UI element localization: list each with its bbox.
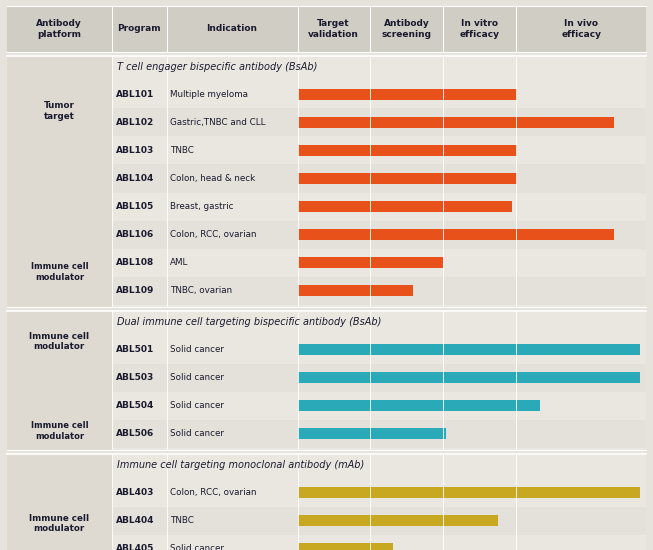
Text: Dual immune cell targeting bispecific antibody (BsAb): Dual immune cell targeting bispecific an… (118, 317, 382, 327)
Bar (112, 221, 646, 249)
Text: Colon, RCC, ovarian: Colon, RCC, ovarian (170, 230, 257, 239)
Bar (112, 108, 646, 136)
Text: ABL403: ABL403 (116, 488, 154, 497)
Text: Target
validation: Target validation (308, 19, 359, 39)
Bar (298, 257, 443, 268)
Text: Solid cancer: Solid cancer (170, 345, 225, 354)
Text: Immune cell
modulator: Immune cell modulator (31, 262, 88, 282)
Text: Solid cancer: Solid cancer (170, 544, 225, 550)
Text: Solid cancer: Solid cancer (170, 429, 225, 438)
Text: ABL109: ABL109 (116, 286, 154, 295)
Bar (298, 400, 539, 411)
Text: In vivo
efficacy: In vivo efficacy (561, 19, 601, 39)
Text: ABL405: ABL405 (116, 544, 154, 550)
Text: Tumor
target: Tumor target (44, 101, 74, 120)
Text: ABL506: ABL506 (116, 429, 154, 438)
Bar (298, 201, 512, 212)
Text: T cell engager bispecific antibody (BsAb): T cell engager bispecific antibody (BsAb… (118, 62, 318, 72)
Text: TNBC: TNBC (170, 146, 195, 155)
Bar (112, 277, 646, 305)
Text: ABL101: ABL101 (116, 90, 154, 99)
Bar (7, 311, 112, 450)
Bar (112, 420, 646, 448)
Text: Gastric,TNBC and CLL: Gastric,TNBC and CLL (170, 118, 266, 127)
Text: ABL108: ABL108 (116, 258, 154, 267)
Bar (7, 6, 646, 52)
Bar (112, 392, 646, 420)
Text: ABL105: ABL105 (116, 202, 154, 211)
Bar (112, 364, 646, 392)
Text: Indication: Indication (206, 24, 257, 34)
Bar (112, 478, 646, 507)
Bar (298, 229, 614, 240)
Text: Program: Program (117, 24, 161, 34)
Text: Immune cell
modulator: Immune cell modulator (31, 421, 88, 441)
Bar (298, 117, 614, 128)
Text: ABL501: ABL501 (116, 345, 154, 354)
Bar (112, 164, 646, 192)
Text: Multiple myeloma: Multiple myeloma (170, 90, 248, 99)
Bar (298, 173, 517, 184)
Bar (112, 192, 646, 221)
Bar (7, 454, 112, 550)
Bar (112, 80, 646, 108)
Text: Immune cell
modulator: Immune cell modulator (29, 332, 89, 351)
Text: ABL503: ABL503 (116, 373, 154, 382)
Bar (298, 543, 392, 550)
Text: ABL404: ABL404 (116, 516, 155, 525)
Bar (7, 311, 646, 450)
Bar (298, 344, 640, 355)
Text: In vitro
efficacy: In vitro efficacy (460, 19, 500, 39)
Text: Colon, head & neck: Colon, head & neck (170, 174, 255, 183)
Bar (298, 89, 517, 100)
Bar (112, 507, 646, 535)
Text: AML: AML (170, 258, 189, 267)
Text: Solid cancer: Solid cancer (170, 373, 225, 382)
Bar (112, 535, 646, 550)
Bar (298, 285, 413, 296)
Text: ABL106: ABL106 (116, 230, 154, 239)
Bar (298, 145, 517, 156)
Text: ABL103: ABL103 (116, 146, 154, 155)
Text: TNBC, ovarian: TNBC, ovarian (170, 286, 232, 295)
Bar (298, 372, 640, 383)
Text: ABL504: ABL504 (116, 401, 154, 410)
Text: Breast, gastric: Breast, gastric (170, 202, 234, 211)
Bar (7, 454, 646, 550)
Bar (298, 515, 498, 526)
Text: Colon, RCC, ovarian: Colon, RCC, ovarian (170, 488, 257, 497)
Text: TNBC: TNBC (170, 516, 195, 525)
Bar (298, 428, 446, 439)
Text: Solid cancer: Solid cancer (170, 401, 225, 410)
Bar (7, 56, 112, 307)
Text: Antibody
screening: Antibody screening (381, 19, 432, 39)
Bar (112, 249, 646, 277)
Text: Antibody
platform: Antibody platform (36, 19, 82, 39)
Text: Immune cell
modulator: Immune cell modulator (29, 514, 89, 534)
Bar (298, 487, 640, 498)
Bar (112, 336, 646, 364)
Text: Immune cell targeting monoclonal antibody (mAb): Immune cell targeting monoclonal antibod… (118, 460, 364, 470)
Bar (7, 56, 646, 307)
Text: ABL104: ABL104 (116, 174, 154, 183)
Text: ABL102: ABL102 (116, 118, 154, 127)
Bar (112, 136, 646, 164)
